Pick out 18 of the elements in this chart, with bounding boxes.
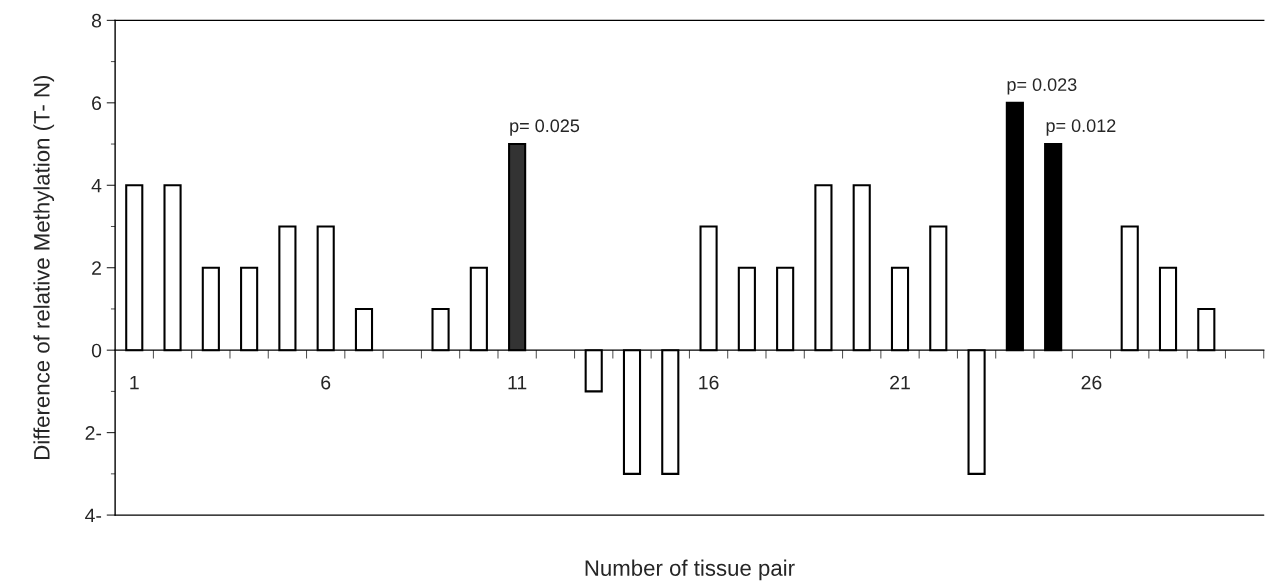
y-axis-title: Difference of relative Methylation (T- N) xyxy=(33,76,55,459)
x-tick-label: 26 xyxy=(1081,375,1102,390)
x-tick-label: 6 xyxy=(321,375,331,390)
x-axis-title: Number of tissue pair xyxy=(585,559,795,581)
x-tick-label: 1 xyxy=(130,375,139,390)
y-tick-label: 4 xyxy=(91,178,102,193)
annotation: p= 0.023 xyxy=(1007,78,1077,95)
x-tick-label: 16 xyxy=(699,375,719,390)
annotation: p= 0.025 xyxy=(510,119,580,136)
x-tick-label: 11 xyxy=(508,375,527,390)
annotation: p= 0.012 xyxy=(1046,119,1116,136)
y-tick-label: 6 xyxy=(92,96,102,111)
y-tick-label: 2 xyxy=(92,261,101,275)
y-tick-label: 4- xyxy=(85,508,102,523)
y-tick-label: 2- xyxy=(85,426,102,440)
y-tick-label: 0 xyxy=(91,343,102,358)
y-tick-label: 8 xyxy=(91,13,102,28)
x-tick-label: 21 xyxy=(890,375,910,390)
